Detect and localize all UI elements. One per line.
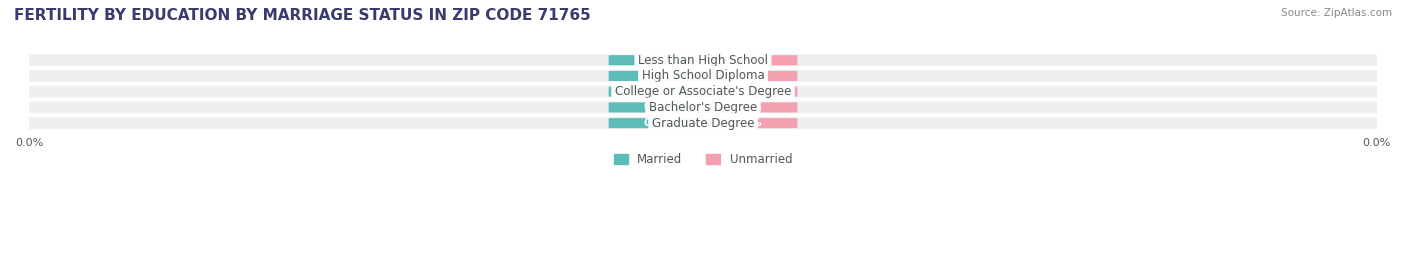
FancyBboxPatch shape <box>609 102 710 112</box>
Text: Bachelor's Degree: Bachelor's Degree <box>650 101 756 114</box>
Text: High School Diploma: High School Diploma <box>641 69 765 82</box>
Text: 0.0%: 0.0% <box>731 87 762 97</box>
Text: College or Associate's Degree: College or Associate's Degree <box>614 85 792 98</box>
Text: 0.0%: 0.0% <box>644 55 675 65</box>
Text: 0.0%: 0.0% <box>644 87 675 97</box>
FancyBboxPatch shape <box>8 101 1398 113</box>
FancyBboxPatch shape <box>609 71 710 81</box>
FancyBboxPatch shape <box>8 70 1398 82</box>
Text: 0.0%: 0.0% <box>644 71 675 81</box>
Text: Graduate Degree: Graduate Degree <box>652 117 754 130</box>
FancyBboxPatch shape <box>609 55 710 65</box>
Text: 0.0%: 0.0% <box>644 102 675 112</box>
Text: 0.0%: 0.0% <box>644 118 675 128</box>
FancyBboxPatch shape <box>696 102 797 112</box>
Text: Less than High School: Less than High School <box>638 54 768 67</box>
Legend: Married, Unmarried: Married, Unmarried <box>609 148 797 171</box>
Text: 0.0%: 0.0% <box>731 55 762 65</box>
Text: 0.0%: 0.0% <box>731 102 762 112</box>
FancyBboxPatch shape <box>696 55 797 65</box>
FancyBboxPatch shape <box>8 117 1398 129</box>
Text: Source: ZipAtlas.com: Source: ZipAtlas.com <box>1281 8 1392 18</box>
FancyBboxPatch shape <box>8 86 1398 98</box>
Text: 0.0%: 0.0% <box>731 118 762 128</box>
FancyBboxPatch shape <box>696 118 797 128</box>
Text: 0.0%: 0.0% <box>731 71 762 81</box>
FancyBboxPatch shape <box>609 87 710 97</box>
Text: FERTILITY BY EDUCATION BY MARRIAGE STATUS IN ZIP CODE 71765: FERTILITY BY EDUCATION BY MARRIAGE STATU… <box>14 8 591 23</box>
FancyBboxPatch shape <box>8 54 1398 66</box>
FancyBboxPatch shape <box>609 118 710 128</box>
FancyBboxPatch shape <box>696 71 797 81</box>
FancyBboxPatch shape <box>696 87 797 97</box>
